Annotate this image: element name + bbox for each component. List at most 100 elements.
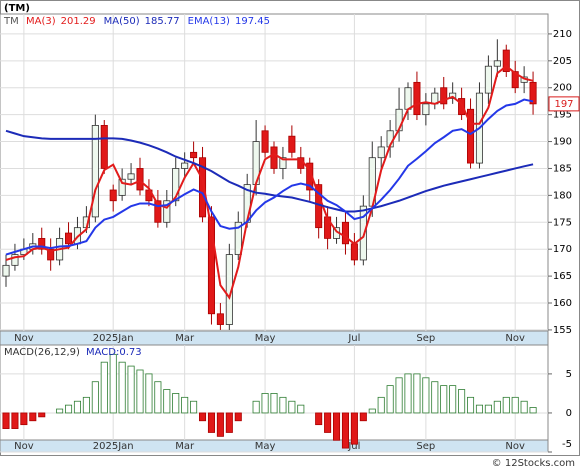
candle-body <box>288 135 296 153</box>
macd-bar <box>368 408 376 414</box>
macd-bar <box>29 412 37 422</box>
candle-body <box>65 232 73 245</box>
macd-bar <box>529 407 537 414</box>
x-tick-label: Nov <box>505 441 525 452</box>
candle-body <box>207 216 215 315</box>
macd-bar <box>145 373 153 414</box>
macd-bar <box>82 396 90 414</box>
candle-body <box>91 125 99 218</box>
x-tick-label: 2025Jan <box>93 441 134 452</box>
macd-bar <box>261 393 269 414</box>
macd-bar <box>11 412 19 429</box>
macd-bar <box>324 412 332 433</box>
macd-bar <box>511 396 519 414</box>
y-tick-label: 0 <box>566 408 572 419</box>
macd-bar <box>234 412 242 422</box>
legend-value: 201.29 <box>61 16 96 27</box>
x-tick-label: Nov <box>14 333 34 344</box>
ma-line <box>5 98 534 256</box>
macd-bar <box>207 412 215 433</box>
macd-bar <box>359 412 367 422</box>
candle-body <box>511 71 519 89</box>
last-price-box <box>548 96 580 112</box>
x-tick-label: Mar <box>175 441 195 452</box>
macd-bar <box>341 412 349 449</box>
y-tick-label: 5 <box>566 369 572 380</box>
candle-body <box>163 200 171 223</box>
candle-body <box>350 243 358 261</box>
x-tick-label: Jul <box>347 333 360 344</box>
legend-entry: EMA(13) <box>188 16 230 27</box>
y-tick-label: 160 <box>553 298 572 309</box>
x-tick-label: Jul <box>347 441 360 452</box>
macd-bar <box>100 361 108 414</box>
x-tick-label: Nov <box>14 441 34 452</box>
candle-body <box>109 189 117 202</box>
candle-body <box>154 200 162 223</box>
y-tick-label: 190 <box>553 137 572 148</box>
candle-body <box>493 60 501 67</box>
macd-bar <box>270 393 278 414</box>
macd-bar <box>350 412 358 445</box>
macd-bar <box>467 396 475 414</box>
candle-body <box>190 151 198 159</box>
x-tick-label: May <box>255 333 276 344</box>
macd-bar <box>199 412 207 422</box>
macd-bar <box>118 361 126 414</box>
macd-bar <box>38 412 46 418</box>
x-tick-label: Nov <box>505 333 525 344</box>
candle-body <box>341 221 349 245</box>
macd-bar <box>65 404 73 414</box>
macd-bar <box>127 365 135 414</box>
y-tick-label: 180 <box>553 190 572 201</box>
macd-bar <box>2 412 10 429</box>
legend-value: 185.77 <box>145 16 180 27</box>
y-tick-label: 155 <box>553 325 572 336</box>
candle-body <box>2 264 10 277</box>
macd-bar <box>190 400 198 414</box>
ma-line <box>5 64 534 300</box>
macd-bar <box>315 412 323 426</box>
candle-body <box>413 81 421 116</box>
legend-entry: MA(50) <box>104 16 140 27</box>
candle-body <box>136 168 144 191</box>
y-tick-label: 185 <box>553 163 572 174</box>
footer: © 12Stocks.com <box>492 458 575 469</box>
candle-body <box>181 162 189 169</box>
macd-bar <box>395 377 403 414</box>
legend-entry: MA(3) <box>26 16 56 27</box>
macd-bar <box>172 393 180 414</box>
candle-body <box>100 125 108 169</box>
candle-body <box>270 146 278 169</box>
candle-body <box>199 157 207 218</box>
macd-bar <box>279 396 287 414</box>
candle-body <box>377 146 385 159</box>
macd-bar <box>493 400 501 414</box>
macd-bar <box>252 400 260 414</box>
x-tick-label: May <box>255 441 276 452</box>
macd-bar <box>297 404 305 414</box>
macd-bar <box>216 412 224 437</box>
candle-body <box>127 173 135 180</box>
y-tick-label: 165 <box>553 271 572 282</box>
macd-bar <box>56 408 64 414</box>
macd-bar <box>440 385 448 414</box>
candle-body <box>11 254 19 266</box>
macd-bar <box>288 400 296 414</box>
candle-body <box>279 157 287 169</box>
ma-line <box>5 129 534 213</box>
candle-body <box>529 81 537 105</box>
candle-body <box>484 65 492 94</box>
chart-title: (TM) <box>4 3 30 14</box>
candle-body <box>118 178 126 196</box>
macd-bar <box>422 377 430 414</box>
candle-body <box>440 87 448 105</box>
macd-bar <box>109 353 117 414</box>
macd-bar <box>449 385 457 414</box>
candle-body <box>234 221 242 255</box>
x-tick-label: Mar <box>175 333 195 344</box>
y-tick-label: 205 <box>553 56 572 67</box>
y-tick-label: 195 <box>553 110 572 121</box>
y-tick-label: -5 <box>562 439 572 450</box>
last-price: 197 <box>554 99 573 110</box>
